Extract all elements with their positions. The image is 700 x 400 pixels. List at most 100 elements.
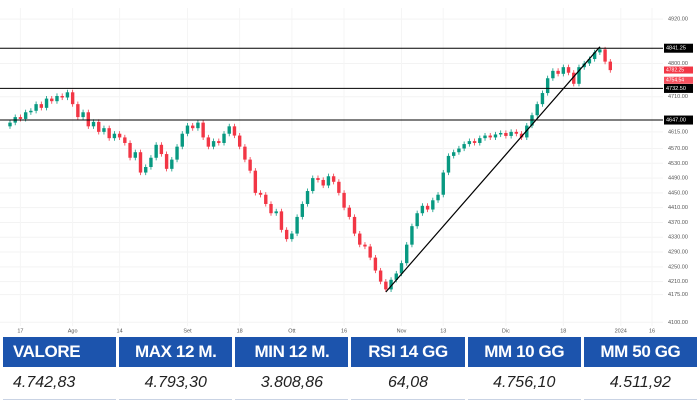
candle-body <box>378 270 383 282</box>
candle-body <box>478 138 482 143</box>
candle-body <box>23 112 28 119</box>
candle-body <box>86 112 90 127</box>
level-tag <box>664 115 693 125</box>
level-label: 4647.00 <box>666 117 686 123</box>
header-cell: MM 10 GG <box>467 337 581 368</box>
candle-body <box>399 263 404 274</box>
candle-body <box>587 59 592 64</box>
value-cell: 4.756,10 <box>467 367 581 400</box>
candle-body <box>540 93 545 105</box>
candle-body <box>525 125 529 138</box>
candle-body <box>149 157 153 167</box>
price-tag-label: 4754.54 <box>666 78 684 84</box>
candle-body <box>545 78 550 94</box>
candle-body <box>196 122 200 129</box>
candle-body <box>206 137 211 147</box>
candle-body <box>185 125 190 134</box>
candle-body <box>311 178 315 192</box>
candle-body <box>566 67 571 73</box>
header-row: VALORE MAX 12 M. MIN 12 M. RSI 14 GG MM 10 G… <box>3 337 697 368</box>
header-cell: MIN 12 M. <box>235 337 349 368</box>
candle-body <box>556 70 560 74</box>
candle-body <box>133 152 137 158</box>
candle-body <box>217 141 221 143</box>
candle-body <box>342 192 346 208</box>
candle-body <box>222 133 226 143</box>
x-tick-label: 14 <box>117 328 123 334</box>
candle-body <box>535 104 539 116</box>
x-tick-label: Dic <box>502 328 510 334</box>
candle-body <box>295 216 299 234</box>
candle-body <box>164 154 169 169</box>
trendline <box>385 46 601 293</box>
candle-body <box>577 67 581 84</box>
candle-body <box>483 135 487 139</box>
candle-body <box>44 98 49 108</box>
candle-body <box>227 126 231 134</box>
x-tick-label: 18 <box>560 328 566 334</box>
level-tag <box>664 43 693 53</box>
candle-body <box>493 134 498 138</box>
candle-body <box>384 281 388 290</box>
candle-body <box>290 233 294 240</box>
y-tick-label: 4210.00 <box>668 279 688 285</box>
candle-body <box>65 92 70 98</box>
candle-body <box>34 104 38 111</box>
x-tick-label: Nov <box>397 328 407 334</box>
price-tag-label: 4782.25 <box>666 67 684 73</box>
candle-body <box>592 52 597 60</box>
candle-body <box>373 257 378 271</box>
candle-body <box>394 273 398 280</box>
x-tick-label: 2024 <box>615 328 627 334</box>
candle-body <box>452 152 456 156</box>
candle-body <box>405 244 409 264</box>
x-tick-label: Ott <box>288 328 296 334</box>
candle-body <box>467 141 472 145</box>
level-label: 4841.25 <box>666 46 686 52</box>
candle-body <box>138 152 143 173</box>
x-tick-label: 17 <box>17 328 23 334</box>
candle-body <box>358 233 362 245</box>
x-tick-label: 18 <box>237 328 243 334</box>
candle-body <box>243 146 247 160</box>
x-tick-label: Ago <box>68 328 78 334</box>
candle-body <box>347 207 351 217</box>
candle-body <box>321 179 325 186</box>
candle-body <box>274 211 278 214</box>
candle-body <box>316 178 320 180</box>
candle-body <box>431 200 435 210</box>
y-tick-label: 4570.00 <box>668 146 688 152</box>
price-tag <box>664 66 693 74</box>
candle-body <box>91 121 96 127</box>
y-tick-label: 4710.00 <box>668 94 688 100</box>
candle-body <box>18 117 23 119</box>
value-row: 4.742,83 4.793,30 3.808,86 64,08 4.756,10 4.5… <box>3 367 697 400</box>
x-tick-label: 16 <box>649 328 655 334</box>
candle-body <box>415 213 419 227</box>
candle-body <box>39 104 44 108</box>
candle-body <box>264 194 268 204</box>
candle-body <box>326 176 331 186</box>
candle-body <box>170 159 174 169</box>
candle-body <box>337 181 341 193</box>
y-tick-label: 4410.00 <box>668 205 688 211</box>
candle-body <box>102 128 106 132</box>
value-cell: 64,08 <box>351 367 465 400</box>
price-tag <box>664 76 693 84</box>
header-cell: RSI 14 GG <box>351 337 465 368</box>
candle-body <box>300 203 305 217</box>
candle-body <box>488 135 492 138</box>
candle-body <box>514 131 519 134</box>
candle-body <box>81 112 85 118</box>
level-tag <box>664 83 693 93</box>
candle-body <box>159 144 164 155</box>
candle-body <box>248 159 252 171</box>
candle-body <box>603 49 607 62</box>
candle-body <box>420 205 425 214</box>
candle-body <box>425 205 430 210</box>
y-tick-label: 4920.00 <box>668 17 688 23</box>
candle-body <box>60 96 64 98</box>
candle-body <box>410 226 414 245</box>
candle-body <box>551 70 555 79</box>
candle-body <box>446 155 451 173</box>
